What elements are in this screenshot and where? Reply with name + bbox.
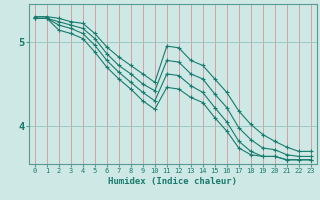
X-axis label: Humidex (Indice chaleur): Humidex (Indice chaleur) — [108, 177, 237, 186]
